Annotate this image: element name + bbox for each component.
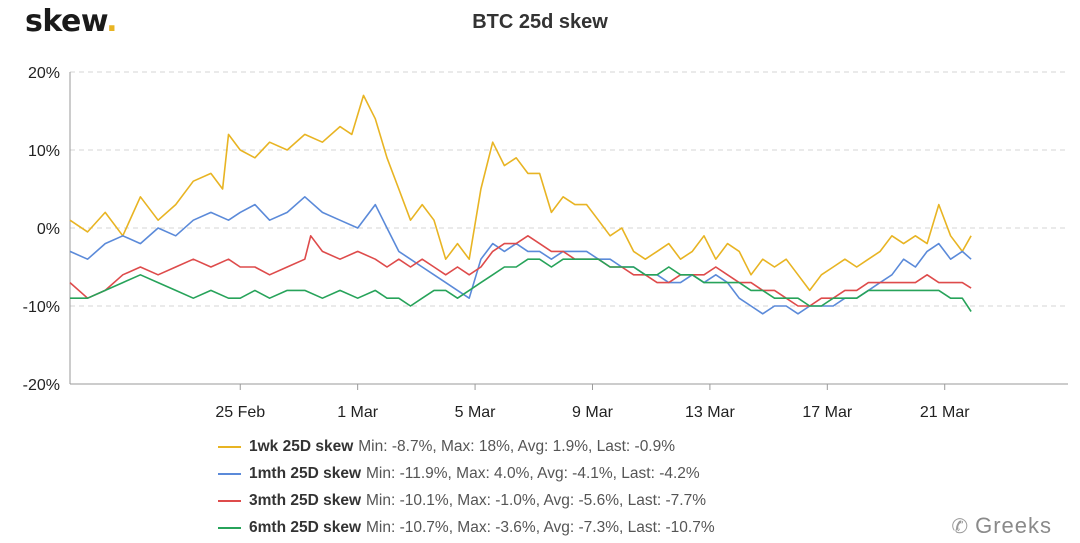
legend-item[interactable]: 1mth 25D skew Min: -11.9%, Max: 4.0%, Avg… [218,460,715,487]
legend-swatch [218,445,241,448]
legend-series-name: 1wk 25D skew [249,437,354,455]
legend-swatch [218,472,241,475]
legend-swatch [218,526,241,529]
gridlines [70,71,1068,307]
y-tick-label: 20% [28,65,60,82]
watermark: ✆ Greeks [951,513,1052,538]
x-tick-label: 25 Feb [215,404,265,421]
legend-series-name: 6mth 25D skew [249,518,361,536]
series-line-2 [69,196,972,315]
legend-series-name: 3mth 25D skew [249,491,361,509]
y-tick-label: -10% [23,299,60,316]
y-tick-label: -20% [23,377,60,394]
x-tick-label: 1 Mar [337,404,379,421]
legend: 1wk 25D skew Min: -8.7%, Max: 18%, Avg: 1… [218,433,715,541]
x-tick-label: 21 Mar [920,404,970,421]
x-tick-label: 13 Mar [685,404,735,421]
series-line-4 [70,258,972,312]
legend-series-stats: Min: -10.7%, Max: -3.6%, Avg: -7.3%, Las… [366,518,715,536]
series-line-1 [69,94,972,292]
legend-swatch [218,499,241,502]
x-tick-label: 5 Mar [455,404,497,421]
skew-logo: skew. [25,4,118,39]
legend-series-stats: Min: -10.1%, Max: -1.0%, Avg: -5.6%, Las… [366,491,707,509]
axes [69,72,1068,390]
y-tick-label: 10% [28,143,60,160]
legend-series-stats: Min: -11.9%, Max: 4.0%, Avg: -4.1%, Last… [366,464,700,482]
legend-item[interactable]: 3mth 25D skew Min: -10.1%, Max: -1.0%, Av… [218,487,715,514]
legend-item[interactable]: 6mth 25D skew Min: -10.7%, Max: -3.6%, Av… [218,514,715,541]
legend-series-name: 1mth 25D skew [249,464,361,482]
legend-item[interactable]: 1wk 25D skew Min: -8.7%, Max: 18%, Avg: 1… [218,433,715,460]
series-line-3 [69,235,972,307]
y-tick-label: 0% [37,221,60,238]
x-tick-label: 9 Mar [572,404,614,421]
legend-series-stats: Min: -8.7%, Max: 18%, Avg: 1.9%, Last: -… [358,437,676,455]
y-tick-labels: 20% 10% 0% -10% -20% [23,65,60,394]
line-chart: 20% 10% 0% -10% -20% 25 Feb 1 Mar 5 Mar 9 Mar 13… [23,65,1068,421]
series-lines [69,94,972,315]
x-tick-labels: 25 Feb 1 Mar 5 Mar 9 Mar 13 Mar 17 Mar 21 Mar [215,404,970,421]
x-tick-label: 17 Mar [802,404,852,421]
chart-title: BTC 25d skew [472,11,608,33]
wechat-icon: ✆ [951,515,970,538]
